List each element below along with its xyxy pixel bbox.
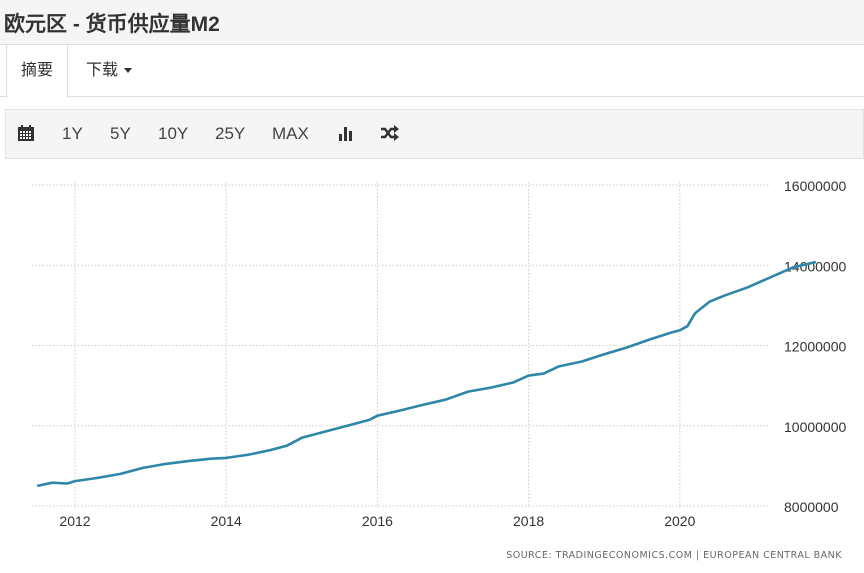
x-tick-label: 2016 [362, 513, 393, 529]
x-tick-label: 2012 [59, 513, 90, 529]
chart-type-button[interactable] [338, 110, 354, 158]
shuffle-icon [381, 125, 399, 142]
x-tick-label: 2020 [664, 513, 695, 529]
page-title: 欧元区 - 货币供应量M2 [4, 13, 220, 36]
chart-toolbar: 1Y 5Y 10Y 25Y MAX [5, 109, 864, 159]
y-tick-label: 10000000 [784, 419, 847, 435]
range-5y-button[interactable]: 5Y [110, 124, 131, 143]
bar-chart-icon [339, 127, 352, 142]
y-tick-label: 16000000 [784, 178, 847, 194]
x-tick-label: 2018 [513, 513, 544, 529]
y-tick-label: 8000000 [784, 499, 839, 515]
title-bar: 欧元区 - 货币供应量M2 [0, 0, 864, 45]
range-10y-button[interactable]: 10Y [158, 124, 189, 143]
calendar-icon [18, 125, 34, 142]
y-tick-label: 14000000 [784, 258, 847, 274]
date-range-button[interactable] [18, 110, 34, 158]
range-max-button[interactable]: MAX [272, 124, 309, 143]
source-credit: SOURCE: TRADINGECONOMICS.COM | EUROPEAN … [506, 550, 842, 561]
tab-bar: 摘要 下载 [0, 45, 864, 98]
tab-download-label: 下载 [86, 62, 119, 79]
chart-canvas: 8000000 10000000 12000000 14000000 16000000 2… [32, 178, 847, 529]
line-chart: 8000000 10000000 12000000 14000000 16000000 2… [0, 160, 864, 568]
tab-summary[interactable]: 摘要 [6, 45, 68, 98]
caret-down-icon [124, 68, 133, 74]
x-tick-label: 2014 [211, 513, 242, 529]
y-tick-label: 12000000 [784, 339, 847, 355]
m2-series-line[interactable] [36, 260, 817, 488]
tab-download[interactable]: 下载 [86, 45, 133, 97]
compare-button[interactable] [380, 110, 400, 158]
range-1y-button[interactable]: 1Y [62, 124, 83, 143]
range-25y-button[interactable]: 25Y [215, 124, 246, 143]
